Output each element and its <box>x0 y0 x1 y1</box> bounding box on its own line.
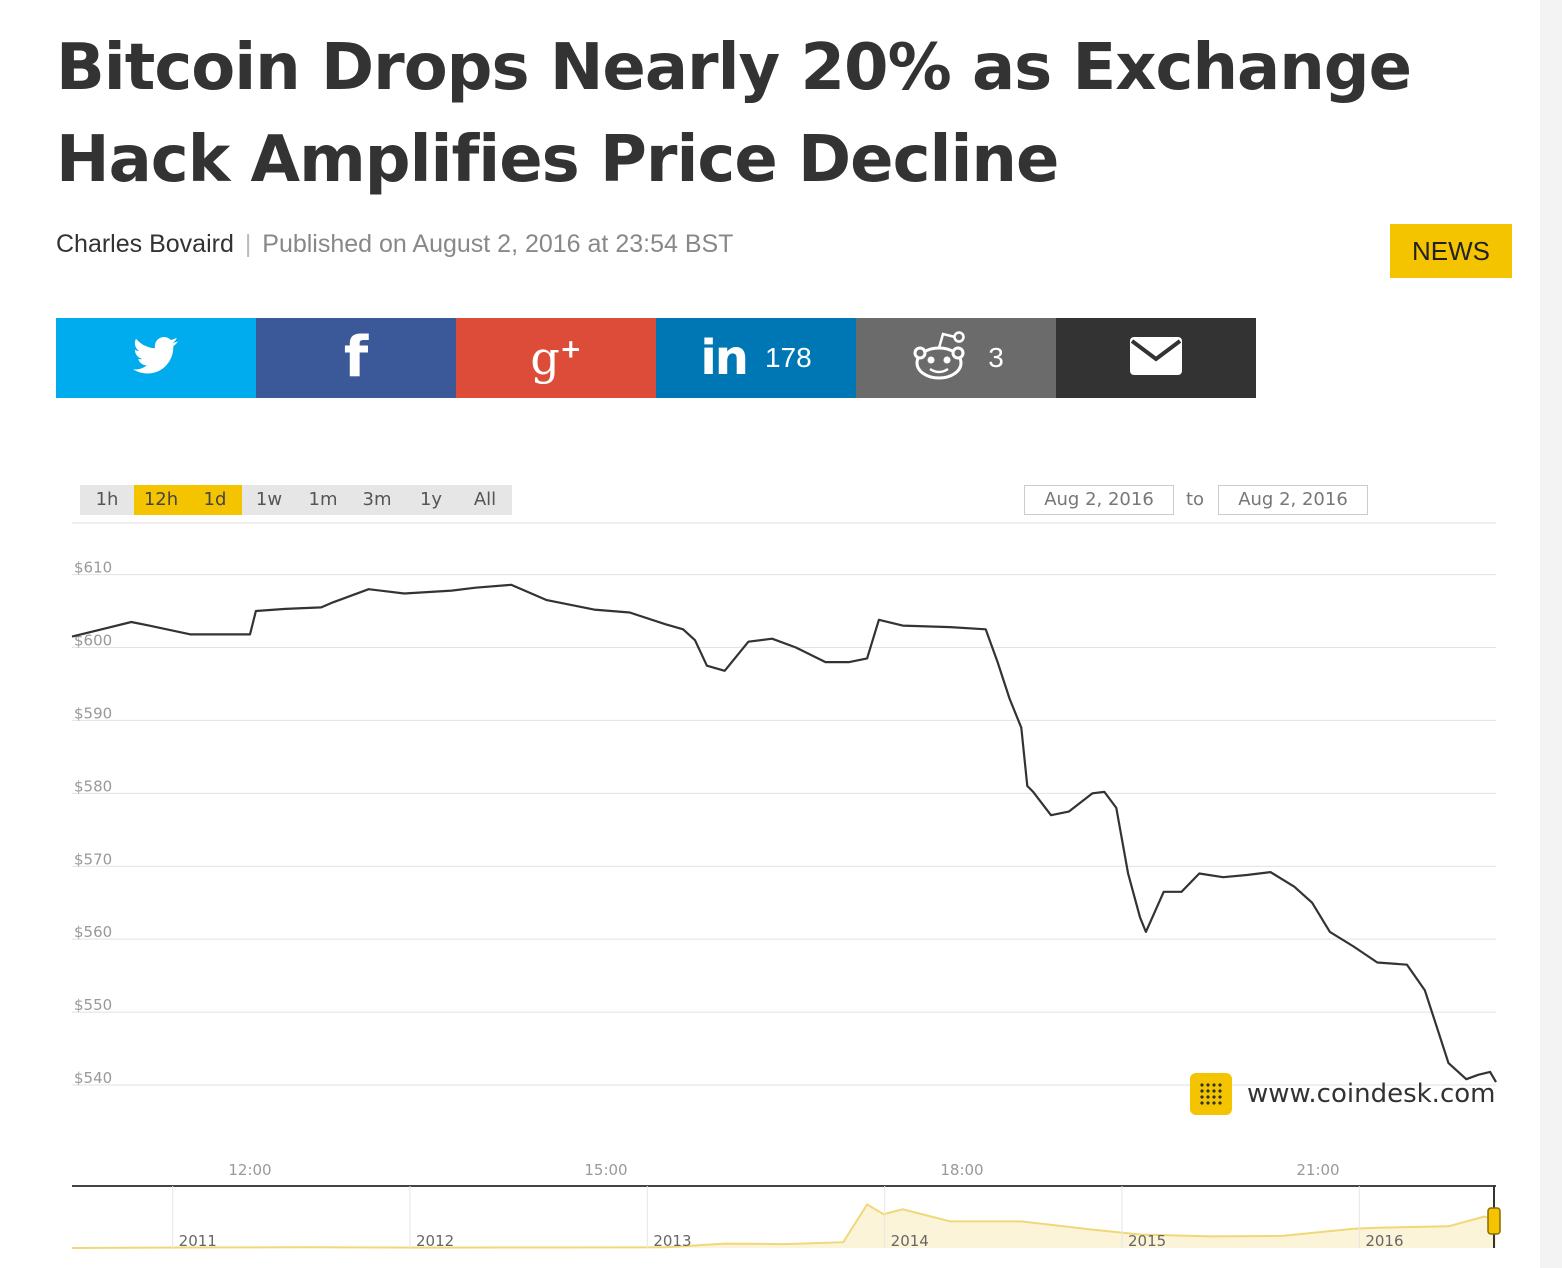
navigator-tick-label: 2012 <box>416 1232 454 1250</box>
to-date-input[interactable]: Aug 2, 2016 <box>1218 485 1368 515</box>
y-tick-label: $590 <box>74 704 112 722</box>
y-tick-label: $610 <box>74 559 112 577</box>
x-axis-ticks: 12:00 15:00 18:00 21:00 <box>228 1161 1339 1179</box>
twitter-bird-icon <box>133 336 179 380</box>
y-tick-label: $580 <box>74 777 112 795</box>
navigator-area <box>72 1204 1496 1248</box>
range-button-1d[interactable]: 1d <box>188 485 242 515</box>
navigator-tick-label: 2014 <box>891 1232 929 1250</box>
price-line <box>71 583 1497 1083</box>
navigator-handle[interactable] <box>1487 1207 1501 1235</box>
publish-date: Published on August 2, 2016 at 23:54 BST <box>262 230 734 258</box>
google-plus-icon: g+ <box>530 331 581 385</box>
y-tick-label: $570 <box>74 850 112 868</box>
coindesk-watermark: www.coindesk.com <box>1190 1073 1495 1115</box>
author-name[interactable]: Charles Bovaird <box>56 230 234 258</box>
linkedin-icon: in <box>700 330 749 386</box>
share-facebook-button[interactable]: f <box>256 318 456 398</box>
range-button-1m[interactable]: 1m <box>296 485 350 515</box>
range-selector: 1h 12h 1d 1w 1m 3m 1y All <box>80 485 512 515</box>
range-button-1h[interactable]: 1h <box>80 485 134 515</box>
range-button-1w[interactable]: 1w <box>242 485 296 515</box>
share-googleplus-button[interactable]: g+ <box>456 318 656 398</box>
y-tick-label: $600 <box>74 632 112 650</box>
from-date-input[interactable]: Aug 2, 2016 <box>1024 485 1174 515</box>
navigator-line <box>71 1203 1497 1249</box>
range-button-3m[interactable]: 3m <box>350 485 404 515</box>
price-chart: $610 $600 $590 $580 $570 $560 $550 $540 12:00 15… <box>71 522 1501 1250</box>
price-chart-widget: 1h 12h 1d 1w 1m 3m 1y All Aug 2, 2016 to Aug 2,… <box>60 470 1510 1260</box>
share-bar: f g+ in 178 3 <box>56 318 1256 398</box>
byline: Charles Bovaird | Published on August 2,… <box>56 230 733 259</box>
share-reddit-button[interactable]: 3 <box>856 318 1056 398</box>
google-plus-g: g <box>530 331 560 385</box>
y-tick-label: $560 <box>74 923 112 941</box>
category-badge[interactable]: NEWS <box>1390 224 1512 278</box>
y-tick-label: $550 <box>74 996 112 1014</box>
price-series <box>71 583 1497 1083</box>
byline-separator: | <box>244 230 252 258</box>
share-linkedin-button[interactable]: in 178 <box>656 318 856 398</box>
x-tick-label: 21:00 <box>1296 1161 1339 1179</box>
navigator[interactable]: 2011 2012 2013 2014 2015 2016 <box>71 1185 1501 1250</box>
x-tick-label: 15:00 <box>584 1161 627 1179</box>
chart-gridlines <box>72 522 1496 1086</box>
x-tick-label: 18:00 <box>940 1161 983 1179</box>
reddit-share-count: 3 <box>988 342 1004 373</box>
facebook-icon: f <box>343 325 369 390</box>
share-twitter-button[interactable] <box>56 318 256 398</box>
coindesk-url: www.coindesk.com <box>1247 1079 1496 1109</box>
navigator-tick-label: 2015 <box>1128 1232 1166 1250</box>
coindesk-logo-icon <box>1190 1073 1232 1115</box>
range-button-12h[interactable]: 12h <box>134 485 188 515</box>
navigator-tick-label: 2016 <box>1365 1232 1403 1250</box>
range-button-1y[interactable]: 1y <box>404 485 458 515</box>
navigator-tick-label: 2011 <box>179 1232 217 1250</box>
google-plus-sign: + <box>559 334 582 365</box>
navigator-tick-label: 2013 <box>653 1232 691 1250</box>
y-tick-label: $540 <box>74 1069 112 1087</box>
linkedin-share-count: 178 <box>764 342 812 373</box>
article-title: Bitcoin Drops Nearly 20% as Exchange Hac… <box>56 31 1412 197</box>
reddit-alien-icon <box>908 330 970 387</box>
y-axis-ticks: $610 $600 $590 $580 $570 $560 $550 $540 <box>74 559 112 1087</box>
date-to-label: to <box>1186 489 1205 510</box>
x-tick-label: 12:00 <box>228 1161 271 1179</box>
range-button-all[interactable]: All <box>458 485 512 515</box>
share-email-button[interactable] <box>1056 318 1256 398</box>
envelope-icon <box>1130 336 1182 380</box>
